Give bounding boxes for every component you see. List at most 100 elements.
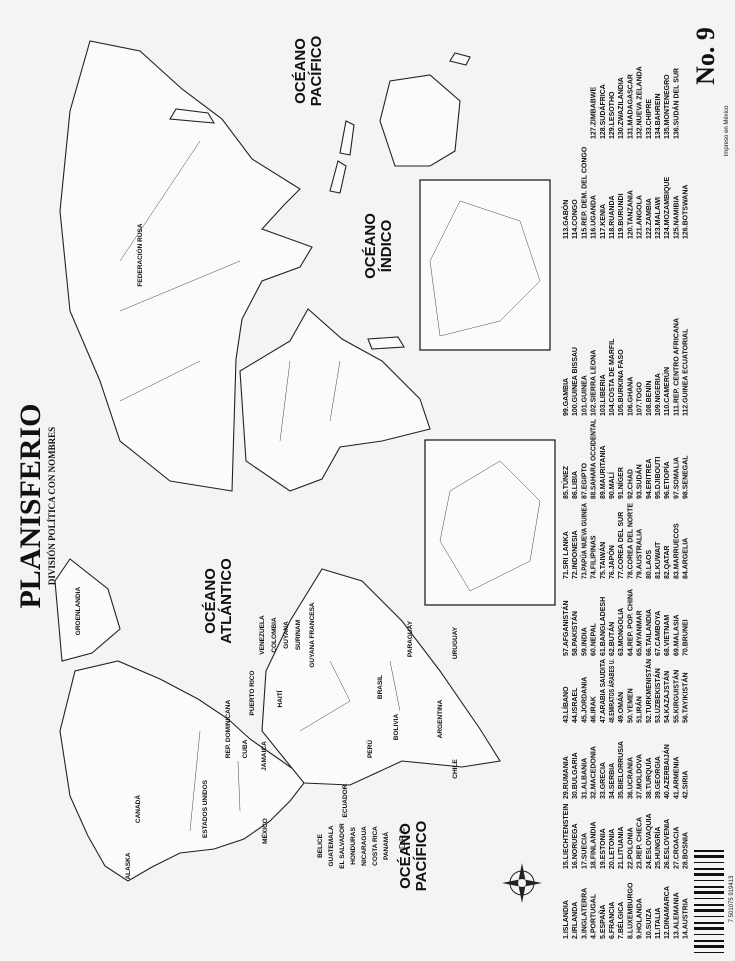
legend-item: 90.MALÍ — [607, 471, 616, 499]
legend-item: 70.BRUNEI — [683, 619, 690, 656]
barcode-bar — [694, 868, 724, 870]
legend-item: 80.LAOS — [646, 549, 653, 579]
legend-item: 121.ANGOLA — [637, 195, 644, 239]
legend-item: 100.GUINEA BISSAU — [572, 347, 579, 416]
title: PLANISFERIO — [14, 403, 47, 608]
legend-item: 56.TAYIKISTÁN — [681, 672, 690, 723]
legend-item: 72.INDONESIA — [572, 530, 579, 579]
legend-item: 54.KAZAJSTÁN — [662, 671, 671, 723]
country-label: ESTADOS UNIDOS — [202, 779, 209, 838]
legend-item: 1.ISLANDIA — [563, 900, 570, 939]
country-label: GROENLANDIA — [75, 587, 82, 636]
legend-item: 75.TAIWÁN — [598, 542, 607, 579]
legend-item: 60.NEPAL — [591, 622, 598, 656]
legend-item: 136.SUDÁN DEL SUR — [671, 68, 680, 139]
legend-item: 37.MOLDOVA — [637, 754, 644, 799]
legend-item: 40.AZERBAIJÁN — [662, 744, 671, 799]
legend-item: 5.ESPAÑA — [598, 905, 607, 940]
legend-item: 128.SUDÁFRICA — [598, 84, 607, 139]
barcode-bar — [694, 904, 724, 906]
country-label: PERÚ — [365, 740, 374, 758]
greenland — [54, 558, 121, 662]
legend-item: 82.QATAR — [664, 545, 671, 579]
legend-item: 96.ETIOPÍA — [662, 461, 671, 499]
legend-item: 46.IRAK — [591, 696, 598, 723]
legend-item: 85.TÚNEZ — [561, 465, 570, 499]
ocean-label: OCÉANO — [292, 38, 309, 104]
country-label: ALASKA — [125, 852, 132, 879]
madagascar — [367, 336, 405, 350]
legend-item: 34.SERBIA — [609, 763, 616, 799]
sheet-number: No. 9 — [691, 27, 720, 85]
country-label: MÉXICO — [260, 818, 269, 844]
legend-item: 53.UZBEKISTÁN — [653, 668, 662, 723]
legend-item: 7.BÉLGICA — [616, 902, 625, 939]
legend-item: 28.BOSNIA — [683, 832, 690, 869]
legend-item: 57.AFGANISTÁN — [561, 600, 570, 656]
africa — [239, 308, 431, 492]
compass — [502, 863, 542, 903]
country-label: EL SALVADOR — [339, 823, 346, 869]
middle-east-inset-map — [429, 200, 541, 337]
indonesia — [329, 120, 355, 194]
europe-inset-map — [439, 460, 541, 592]
legend-item: 69.MALASIA — [673, 614, 680, 656]
legend-item: 112.GUINEA ECUATORIAL — [683, 328, 690, 416]
country-label: PANAMÁ — [381, 832, 390, 860]
legend-item: 124.MOZAMBIQUE — [664, 176, 671, 239]
legend-item: 20.LETONIA — [609, 829, 616, 869]
country-label: PUERTO RICO — [249, 670, 256, 715]
legend-item: 113.GABÓN — [561, 200, 570, 239]
legend-item: 43.LÍBANO — [561, 686, 570, 723]
legend-item: 103.LIBERIA — [600, 374, 607, 416]
legend-item: 86.LIBIA — [572, 471, 579, 499]
legend-item: 88.SAHARA OCCIDENTAL — [591, 418, 598, 499]
legend-item: 79.AUSTRALIA — [637, 529, 644, 579]
country-label: NICARAGUA — [361, 826, 368, 866]
barcode-bar — [694, 898, 724, 899]
legend-item: 77.COREA DEL SUR — [618, 512, 625, 579]
legend-item: 12.DINAMARCA — [664, 886, 671, 939]
legend-item: 64.REP. POP. CHINA — [627, 589, 634, 656]
ocean-label: OCÉANO — [362, 213, 379, 279]
legend-item: 41.ARMENIA — [673, 757, 680, 799]
country-label: PARAGUAY — [407, 620, 414, 657]
barcode-bar — [694, 855, 724, 858]
legend-item: 4.PORTUGAL — [591, 893, 598, 939]
legend-item: 10.SUIZA — [646, 908, 653, 939]
legend-item: 135.MONTENEGRO — [664, 74, 671, 139]
barcode-bar — [694, 862, 724, 863]
legend-item: 127.ZIMBABWE — [591, 87, 598, 139]
legend-item: 119.BURUNDI — [618, 193, 625, 239]
barcode-bar — [694, 909, 724, 912]
legend-item: 55.KIRGUISTÁN — [671, 670, 680, 723]
legend-item: 97.SOMALIA — [673, 457, 680, 499]
legend-item: 67.CAMBOYA — [655, 611, 662, 656]
legend-item: 114.CONGO — [572, 199, 579, 239]
legend-item: 59.INDIA — [581, 627, 588, 656]
legend-item: 109.NIGERIA — [655, 373, 662, 416]
legend-item: 48.EMIRATOS ÁRABES U. — [607, 659, 616, 723]
legend-item: 117.KENIA — [600, 204, 607, 239]
country-label: BELICE — [317, 833, 324, 858]
legend-item: 39.GEORGIA — [655, 756, 662, 799]
country-label: VENEZUELA — [259, 615, 266, 655]
barcode-bar — [694, 940, 724, 942]
ocean-label: ATLÁNTICO — [218, 558, 235, 644]
legend-item: 134.BAHREIN — [655, 93, 662, 139]
north-america — [59, 660, 305, 882]
barcode-bar — [694, 927, 724, 930]
legend-item: 122.ZAMBIA — [646, 198, 653, 239]
legend-item: 61.BANGLADESH — [600, 597, 607, 656]
legend-item: 14.AUSTRIA — [683, 898, 690, 939]
legend-item: 50.YEMEN — [627, 688, 634, 723]
legend-item: 24.ESLOVAQUIA — [646, 814, 653, 870]
legend-item: 93.SUDÁN — [635, 464, 644, 499]
legend-item: 111.REP. CENTRO AFRICANA — [673, 318, 680, 416]
country-label: GUYANA — [283, 621, 290, 649]
south-america — [261, 568, 501, 786]
legend-item: 23.REP. CHECA — [637, 817, 644, 869]
country-label: CHILE — [452, 759, 459, 779]
legend-item: 108.BENÍN — [644, 381, 653, 416]
eurasia — [59, 40, 313, 492]
